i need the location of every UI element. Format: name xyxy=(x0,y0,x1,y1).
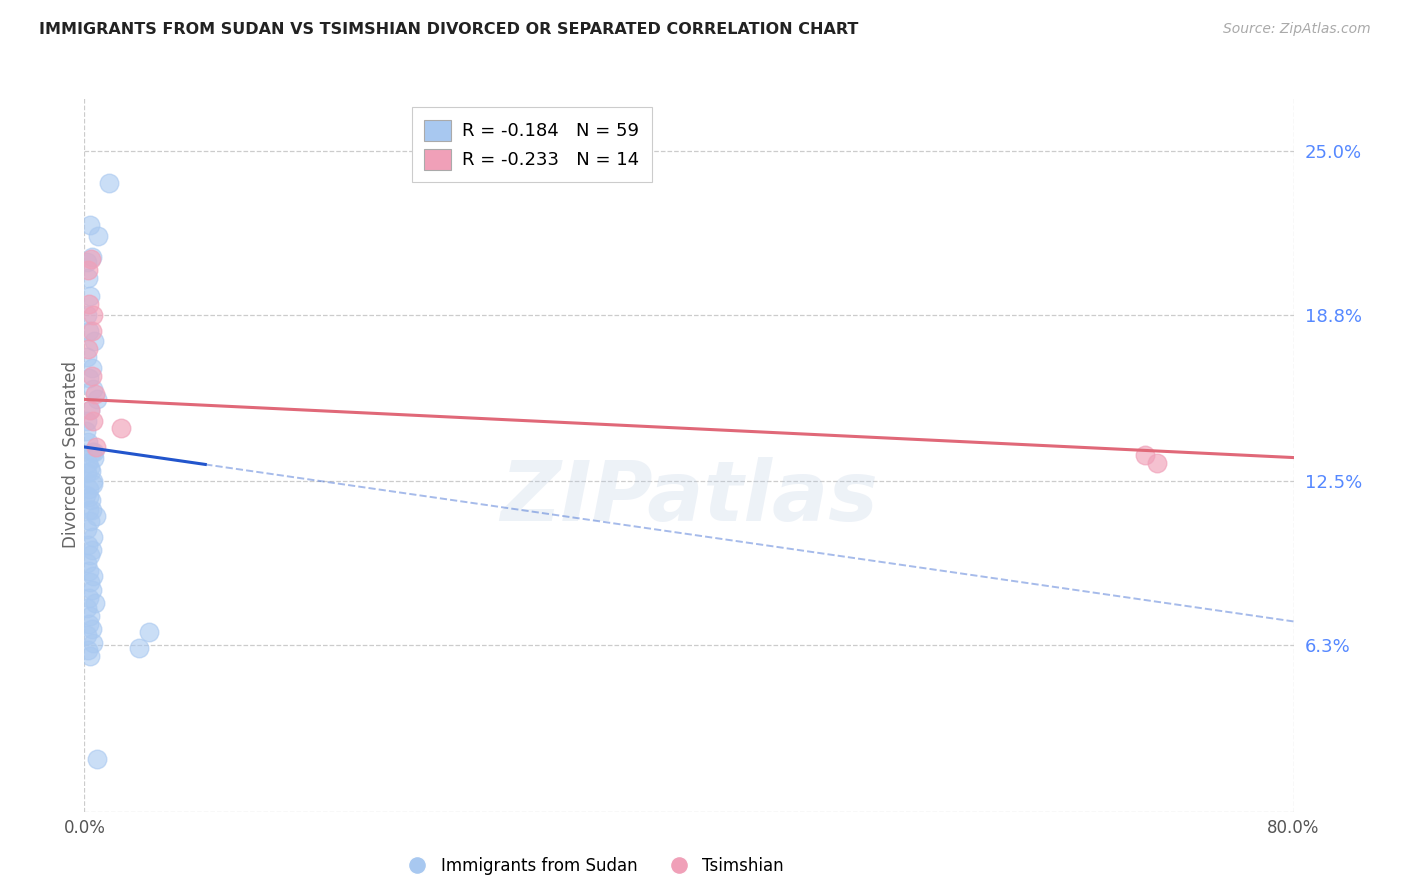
Point xyxy=(84,508,107,523)
Point xyxy=(77,591,100,605)
Point xyxy=(77,270,100,285)
Point xyxy=(82,477,104,491)
Point xyxy=(79,218,101,232)
Point xyxy=(82,569,104,583)
Point xyxy=(79,574,101,589)
Point xyxy=(76,308,98,322)
Point xyxy=(82,635,104,649)
Point xyxy=(82,503,104,517)
Point xyxy=(75,487,97,501)
Point xyxy=(77,564,100,578)
Point xyxy=(83,445,105,459)
Text: IMMIGRANTS FROM SUDAN VS TSIMSHIAN DIVORCED OR SEPARATED CORRELATION CHART: IMMIGRANTS FROM SUDAN VS TSIMSHIAN DIVOR… xyxy=(39,22,859,37)
Point xyxy=(80,252,103,267)
Point xyxy=(76,467,98,481)
Point xyxy=(82,413,104,427)
Point xyxy=(80,368,103,383)
Point xyxy=(76,627,98,641)
Point xyxy=(80,543,103,558)
Point xyxy=(80,250,103,264)
Point xyxy=(77,324,100,338)
Point xyxy=(77,617,100,632)
Point xyxy=(77,503,100,517)
Point xyxy=(82,382,104,396)
Point xyxy=(83,334,105,349)
Text: Source: ZipAtlas.com: Source: ZipAtlas.com xyxy=(1223,22,1371,37)
Point xyxy=(79,403,101,417)
Point xyxy=(76,255,98,269)
Point xyxy=(76,263,98,277)
Point xyxy=(76,456,98,470)
Point xyxy=(86,752,108,766)
Point xyxy=(77,490,100,504)
Point xyxy=(76,556,98,570)
Point xyxy=(79,514,101,528)
Point xyxy=(77,297,100,311)
Point xyxy=(82,530,104,544)
Text: ZIPatlas: ZIPatlas xyxy=(501,458,877,538)
Point xyxy=(76,601,98,615)
Point xyxy=(83,450,105,465)
Point xyxy=(80,360,103,375)
Point xyxy=(138,625,160,640)
Point xyxy=(128,640,150,655)
Point xyxy=(77,643,100,657)
Point xyxy=(79,648,101,663)
Point xyxy=(77,434,100,449)
Point xyxy=(79,461,101,475)
Point xyxy=(80,464,103,478)
Point xyxy=(110,421,132,435)
Point xyxy=(76,413,98,427)
Point xyxy=(76,522,98,536)
Point xyxy=(76,350,98,364)
Point xyxy=(77,342,100,356)
Point xyxy=(86,392,108,407)
Point xyxy=(82,308,104,322)
Point xyxy=(79,289,101,303)
Y-axis label: Divorced or Separated: Divorced or Separated xyxy=(62,361,80,549)
Point xyxy=(80,324,103,338)
Point xyxy=(77,538,100,552)
Point xyxy=(80,492,103,507)
Point xyxy=(79,549,101,563)
Point xyxy=(83,387,105,401)
Point xyxy=(75,424,97,438)
Point xyxy=(1146,456,1168,470)
Point xyxy=(80,582,103,597)
Legend: Immigrants from Sudan, Tsimshian: Immigrants from Sudan, Tsimshian xyxy=(394,851,790,882)
Point xyxy=(97,176,120,190)
Point xyxy=(80,623,103,637)
Point xyxy=(1135,448,1157,462)
Point xyxy=(83,596,105,610)
Point xyxy=(77,483,100,497)
Point xyxy=(80,445,103,459)
Point xyxy=(77,371,100,385)
Point xyxy=(87,228,110,243)
Point xyxy=(79,609,101,624)
Point xyxy=(82,475,104,489)
Point xyxy=(84,440,107,454)
Point xyxy=(79,403,101,417)
